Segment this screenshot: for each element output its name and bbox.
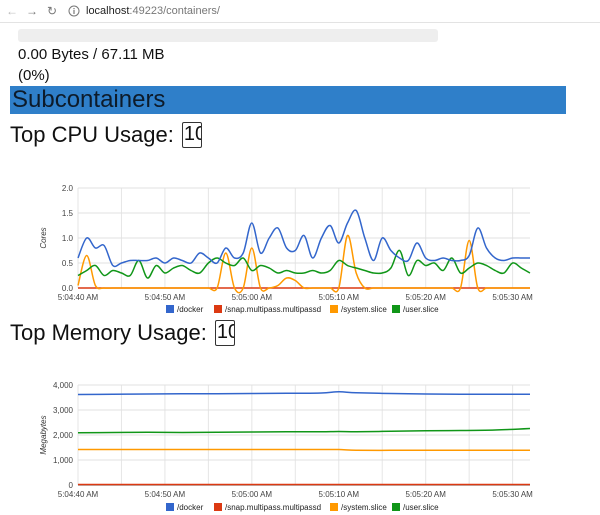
legend-swatch-system-slice (330, 503, 338, 511)
url-field[interactable]: localhost:49223/containers/ (86, 5, 220, 17)
info-icon[interactable] (68, 5, 80, 17)
legend-swatch-snap-multipass-multipassd (214, 503, 222, 511)
y-tick-label: 0.5 (62, 259, 74, 268)
memory-top-count-input[interactable]: 10 (214, 320, 235, 346)
back-arrow-icon[interactable]: ← (6, 4, 18, 18)
legend-swatch-docker (166, 305, 174, 313)
series-line-docker (77, 209, 530, 268)
series-line-docker (77, 391, 530, 396)
y-axis-label: Megabytes (39, 415, 48, 454)
x-tick-label: 5:05:00 AM (232, 490, 273, 499)
y-tick-label: 1.5 (62, 209, 74, 218)
x-tick-label: 5:05:00 AM (232, 293, 273, 302)
legend-label-snap-multipass-multipassd: /snap.multipass.multipassd (225, 503, 321, 512)
legend-swatch-system-slice (330, 305, 338, 313)
y-tick-label: 1,000 (53, 456, 74, 465)
cpu-usage-row: Top CPU Usage: 10 (10, 122, 202, 148)
y-tick-label: 0.0 (62, 284, 74, 293)
x-tick-label: 5:05:20 AM (405, 490, 446, 499)
legend-label-docker: /docker (177, 305, 204, 314)
x-tick-label: 5:05:10 AM (319, 293, 360, 302)
x-tick-label: 5:05:10 AM (319, 490, 360, 499)
series-line-user-slice (77, 427, 531, 434)
legend-swatch-snap-multipass-multipassd (214, 305, 222, 313)
forward-arrow-icon[interactable]: → (26, 4, 38, 18)
legend-label-docker: /docker (177, 503, 204, 512)
y-tick-label: 0 (69, 481, 74, 490)
memory-usage-label: Top Memory Usage: (10, 320, 207, 345)
x-tick-label: 5:05:30 AM (492, 490, 533, 499)
url-host: localhost (86, 5, 130, 17)
memory-usage-row: Top Memory Usage: 10 (10, 320, 235, 346)
y-axis-label: Cores (39, 227, 48, 248)
x-tick-label: 5:04:50 AM (145, 293, 186, 302)
legend-swatch-docker (166, 503, 174, 511)
reload-icon[interactable]: ↻ (46, 4, 58, 18)
legend-label-user-slice: /user.slice (403, 503, 439, 512)
legend-label-system-slice: /system.slice (341, 503, 387, 512)
memory-usage-chart: 0 1,000 2,000 3,000 4,000 Megabytes 5:04:40 AM… (39, 381, 533, 512)
legend-label-user-slice: /user.slice (403, 305, 439, 314)
x-tick-label: 5:04:50 AM (145, 490, 186, 499)
browser-address-bar: ← → ↻ localhost:49223/containers/ (0, 0, 600, 23)
y-tick-label: 2,000 (53, 431, 74, 440)
legend-swatch-user-slice (392, 503, 400, 511)
section-title: Subcontainers (10, 86, 566, 114)
cpu-top-count-input[interactable]: 10 (181, 122, 202, 148)
cpu-usage-chart: 0.0 0.5 1.0 1.5 2.0 Cores 5:04:40 AM 5:04:50 AM… (39, 184, 533, 314)
memory-usage-bar (18, 29, 438, 42)
x-tick-label: 5:04:40 AM (58, 293, 99, 302)
y-tick-label: 4,000 (53, 381, 74, 390)
series-line-user-slice (77, 249, 531, 279)
legend-swatch-user-slice (392, 305, 400, 313)
series-line-system-slice (77, 234, 530, 294)
y-tick-label: 3,000 (53, 406, 74, 415)
y-tick-label: 1.0 (62, 234, 74, 243)
legend-label-snap-multipass-multipassd: /snap.multipass.multipassd (225, 305, 321, 314)
x-tick-label: 5:05:30 AM (492, 293, 533, 302)
series-line-system-slice (78, 448, 530, 452)
memory-usage-text: 0.00 Bytes / 67.11 MB (0%) (18, 46, 165, 84)
cpu-usage-label: Top CPU Usage: (10, 122, 174, 147)
url-path: :49223/containers/ (129, 5, 220, 17)
y-tick-label: 2.0 (62, 184, 74, 193)
x-tick-label: 5:04:40 AM (58, 490, 99, 499)
legend-label-system-slice: /system.slice (341, 305, 387, 314)
x-tick-label: 5:05:20 AM (405, 293, 446, 302)
